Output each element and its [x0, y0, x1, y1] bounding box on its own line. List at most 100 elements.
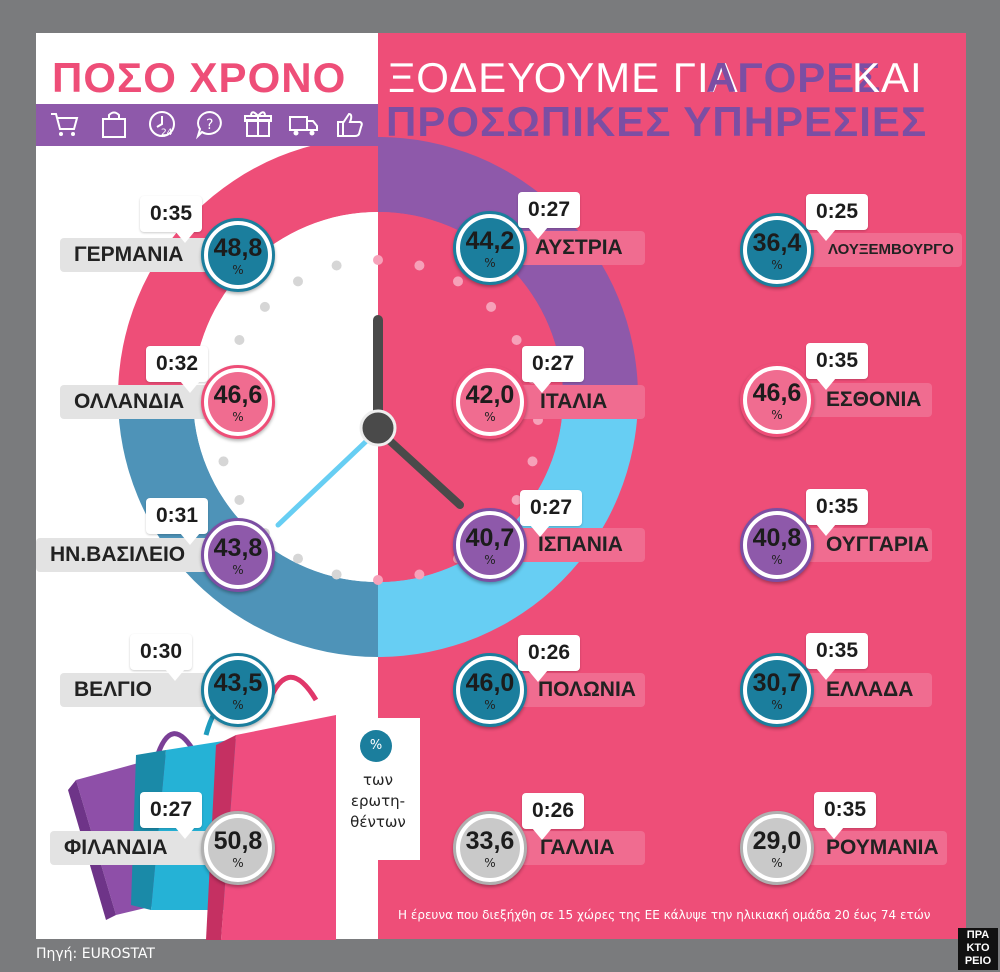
country-name: ΕΣΘΟΝΙΑ: [826, 388, 922, 411]
shopping-bag-icon: [102, 111, 126, 138]
percent-sign: %: [484, 553, 496, 567]
clock-tick: [259, 301, 270, 312]
country-name: ΦΙΛΑΝΔΙΑ: [64, 836, 168, 859]
time-bubble: 0:26: [522, 793, 584, 829]
percent-circle-fill: 43,5%: [208, 660, 268, 720]
clock-tick: [486, 301, 497, 312]
clock-tick: [511, 335, 522, 345]
time-bubble: 0:35: [806, 633, 868, 669]
survey-note: Η έρευνα που διεξήχθη σε 15 χώρες της ΕΕ…: [398, 908, 931, 922]
country-name: ΙΤΑΛΙΑ: [540, 390, 608, 413]
percent-circle: 33,6%: [453, 811, 527, 885]
time-bubble-tail: [175, 827, 195, 839]
country-name: ΑΥΣΤΡΙΑ: [535, 236, 623, 259]
percent-circle-fill: 46,6%: [747, 370, 807, 430]
ring-sector-lightblue-right: [378, 397, 638, 657]
time-bubble: 0:27: [140, 792, 202, 828]
publisher-logo: ΠΡΑ ΚΤΟ ΡΕΙΟ: [958, 928, 998, 970]
country-name: ΗΝ.ΒΑΣΙΛΕΙΟ: [50, 543, 186, 566]
title-part-3: ΑΓΟΡΕΣ: [706, 54, 882, 101]
percent-circle-fill: 46,6%: [208, 372, 268, 432]
clock-tick: [234, 495, 245, 505]
percent-circle: 40,7%: [453, 508, 527, 582]
percent-value: 43,8: [213, 534, 263, 562]
legend-percent-dot: %: [360, 730, 392, 762]
percent-sign: %: [771, 553, 783, 567]
percent-circle: 44,2%: [453, 211, 527, 285]
percent-value: 42,0: [465, 381, 515, 409]
source-credit: Πηγή: EUROSTAT: [36, 946, 155, 962]
percent-value: 46,6: [213, 381, 263, 409]
time-bubble-tail: [816, 524, 836, 536]
title-part-5: ΠΡΟΣΩΠΙΚΕΣ ΥΠΗΡΕΣΙΕΣ: [386, 98, 928, 145]
legend-text: των ερωτη- θέντων: [336, 770, 420, 833]
percent-circle-fill: 29,0%: [747, 818, 807, 878]
percent-circle: 30,7%: [740, 653, 814, 727]
percent-value: 33,6: [465, 827, 515, 855]
percent-value: 29,0: [752, 827, 802, 855]
percent-value: 30,7: [752, 669, 802, 697]
percent-circle-fill: 40,7%: [460, 515, 520, 575]
percent-circle-fill: 48,8%: [208, 225, 268, 285]
clock-minute-hand: [374, 426, 464, 509]
percent-value: 46,6: [752, 379, 802, 407]
percent-sign: %: [771, 698, 783, 712]
time-bubble-tail: [532, 381, 552, 393]
clock-tick: [373, 255, 383, 265]
percent-circle-fill: 30,7%: [747, 660, 807, 720]
clock-tick: [218, 456, 229, 467]
percent-circle: 46,6%: [740, 363, 814, 437]
clock-tick: [331, 569, 342, 580]
percent-sign: %: [771, 408, 783, 422]
bag-pink: [221, 715, 336, 940]
percent-value: 36,4: [752, 229, 802, 257]
percent-circle: 43,8%: [201, 518, 275, 592]
time-bubble: 0:35: [806, 343, 868, 379]
legend-line-1: των: [363, 771, 393, 789]
percent-circle: 46,6%: [201, 365, 275, 439]
time-bubble: 0:32: [146, 346, 208, 382]
country-name: ΓΑΛΛΙΑ: [540, 836, 615, 859]
time-bubble: 0:31: [146, 498, 208, 534]
country-name: ΡΟΥΜΑΝΙΑ: [826, 836, 939, 859]
country-name: ΕΛΛΑΔΑ: [826, 678, 914, 701]
time-bubble-tail: [175, 231, 195, 243]
delivery-truck-icon: [289, 116, 318, 136]
time-bubble: 0:27: [520, 490, 582, 526]
percent-sign: %: [771, 258, 783, 272]
clock-24-icon: 24: [149, 111, 175, 138]
country-name: ΟΛΛΑΝΔΙΑ: [74, 390, 185, 413]
clock-tick: [527, 456, 538, 467]
thumbs-up-icon: [337, 112, 363, 137]
time-bubble: 0:25: [806, 194, 868, 230]
clock-tick: [331, 260, 342, 271]
percent-value: 40,7: [465, 524, 515, 552]
percent-value: 48,8: [213, 234, 263, 262]
time-bubble: 0:35: [814, 792, 876, 828]
percent-circle: 50,8%: [201, 811, 275, 885]
percent-circle-fill: 40,8%: [747, 515, 807, 575]
clock-face-left: [193, 212, 378, 582]
clock-ring: [118, 137, 638, 657]
logo-line-1: ΠΡΑ: [966, 929, 990, 941]
time-bubble-tail: [528, 670, 548, 682]
country-name: ΙΣΠΑΝΙΑ: [538, 533, 623, 556]
legend-box: % των ερωτη- θέντων: [336, 718, 420, 860]
title-part-1: ΠΟΣΟ ΧΡΟΝΟ: [52, 54, 347, 101]
clock-second-hand: [275, 427, 381, 528]
percent-circle: 36,4%: [740, 213, 814, 287]
percent-sign: %: [232, 410, 244, 424]
percent-circle-fill: 33,6%: [460, 818, 520, 878]
title-part-2: ΞΟΔΕΥΟΥΜΕ ΓΙΑ: [388, 54, 739, 101]
percent-value: 44,2: [465, 227, 515, 255]
icon-bar: [36, 104, 378, 146]
clock-tick: [293, 553, 303, 564]
percent-value: 46,0: [465, 669, 515, 697]
ring-sector-steel-left: [118, 397, 378, 657]
ring-sector-pink-left: [118, 137, 378, 397]
percent-circle-fill: 46,0%: [460, 660, 520, 720]
help-bubble-icon: ?: [195, 110, 222, 140]
logo-line-2: ΚΤΟ: [966, 942, 990, 954]
